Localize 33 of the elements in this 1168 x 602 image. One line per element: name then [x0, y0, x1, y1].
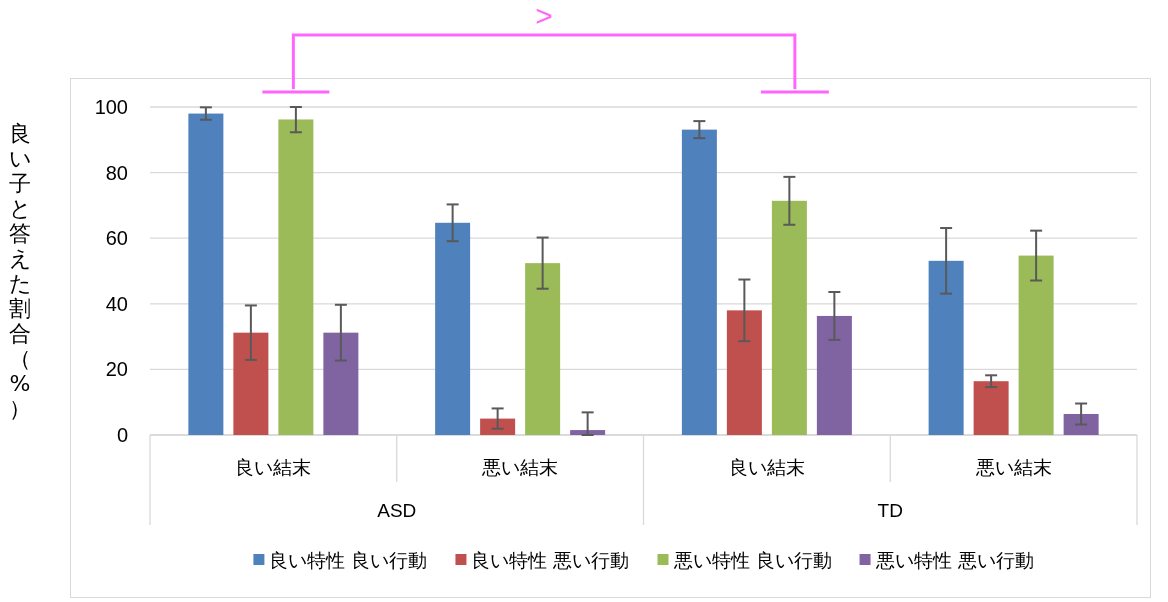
bar [726, 310, 762, 435]
bar [1063, 414, 1099, 435]
text: ASD [377, 500, 417, 521]
legend-label: 悪い特性 良い行動 [672, 549, 832, 571]
legend-label: 良い特性 良い行動 [269, 549, 428, 571]
x-tick-label: 悪い結末 [974, 456, 1052, 478]
text: 良い子と答えた割合（%） [8, 120, 32, 421]
bar [435, 222, 471, 435]
bar [480, 418, 516, 435]
bar [233, 332, 269, 435]
bar [771, 200, 807, 435]
bar [323, 332, 359, 435]
bar [973, 381, 1009, 435]
y-tick-label: 80 [105, 161, 128, 184]
x-tick-label: 良い結末 [235, 456, 312, 478]
legend-label: 良い特性 悪い行動 [471, 549, 630, 571]
bar [188, 113, 224, 435]
y-tick-label: 100 [94, 96, 128, 118]
bar [525, 263, 561, 435]
bar [928, 260, 964, 435]
bar [681, 129, 717, 435]
x-tick-label: 悪い結末 [481, 456, 559, 478]
x-tick-label: 良い結末 [728, 456, 805, 478]
text: TD [877, 500, 903, 521]
bar [816, 315, 852, 435]
y-tick-label: 0 [116, 424, 128, 446]
text: > [535, 0, 553, 32]
y-tick-label: 40 [105, 292, 128, 315]
bar [1018, 255, 1054, 435]
y-tick-label: 20 [105, 358, 128, 381]
bar [278, 119, 314, 435]
legend-label: 悪い特性 悪い行動 [874, 549, 1034, 571]
y-tick-label: 60 [105, 227, 128, 250]
